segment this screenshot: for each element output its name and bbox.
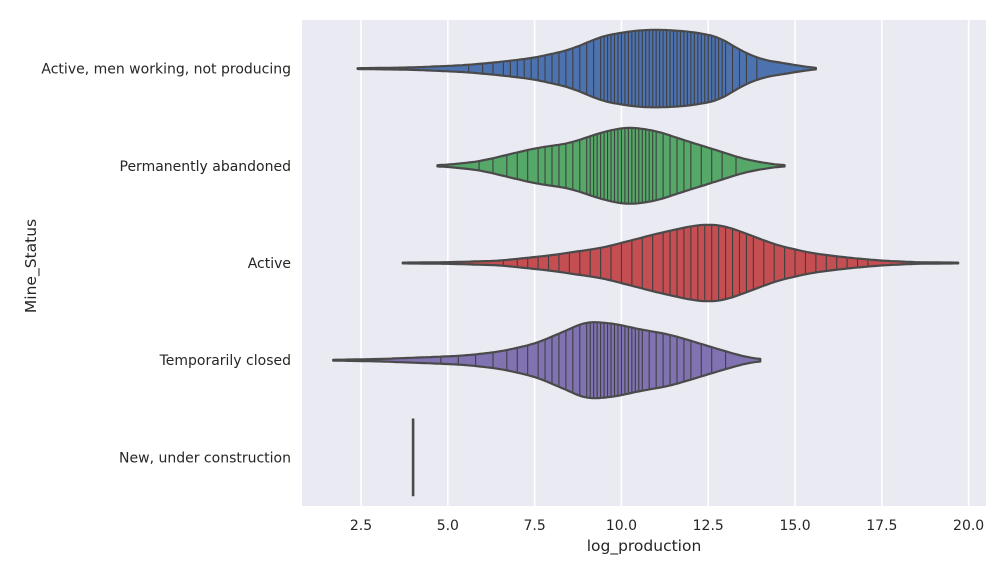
x-tick-label: 5.0 <box>437 518 459 534</box>
y-tick-label: New, under construction <box>119 450 291 466</box>
y-tick-labels: Active, men working, not producing Perman… <box>41 62 291 467</box>
y-tick-label: Active <box>248 256 291 272</box>
x-tick-labels: 2.5 5.0 7.5 10.0 12.5 15.0 17.5 20.0 <box>350 518 984 534</box>
violin-outline <box>436 126 786 205</box>
x-tick-label: 15.0 <box>779 518 810 534</box>
y-tick-label: Active, men working, not producing <box>41 62 291 78</box>
x-axis-label: log_production <box>587 537 702 556</box>
x-tick-label: 20.0 <box>953 518 984 534</box>
y-tick-label: Temporarily closed <box>159 353 291 369</box>
x-tick-label: 12.5 <box>693 518 724 534</box>
violin-body <box>402 224 959 302</box>
y-tick-label: Permanently abandoned <box>120 159 292 175</box>
violin-1 <box>356 28 817 109</box>
violin-outline <box>356 28 817 109</box>
violin-3 <box>401 223 960 303</box>
x-tick-label: 17.5 <box>866 518 897 534</box>
violins <box>332 28 960 497</box>
violin-outline <box>401 223 960 303</box>
y-axis-label: Mine_Status <box>22 219 41 313</box>
x-tick-label: 10.0 <box>606 518 637 534</box>
violin-outline <box>332 321 762 400</box>
violin-2 <box>436 126 786 205</box>
violin-4 <box>332 321 762 400</box>
violin-body <box>333 322 761 399</box>
x-tick-label: 7.5 <box>523 518 545 534</box>
x-tick-label: 2.5 <box>350 518 372 534</box>
